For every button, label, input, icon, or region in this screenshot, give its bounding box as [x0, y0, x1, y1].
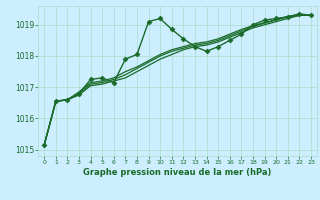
X-axis label: Graphe pression niveau de la mer (hPa): Graphe pression niveau de la mer (hPa) [84, 168, 272, 177]
